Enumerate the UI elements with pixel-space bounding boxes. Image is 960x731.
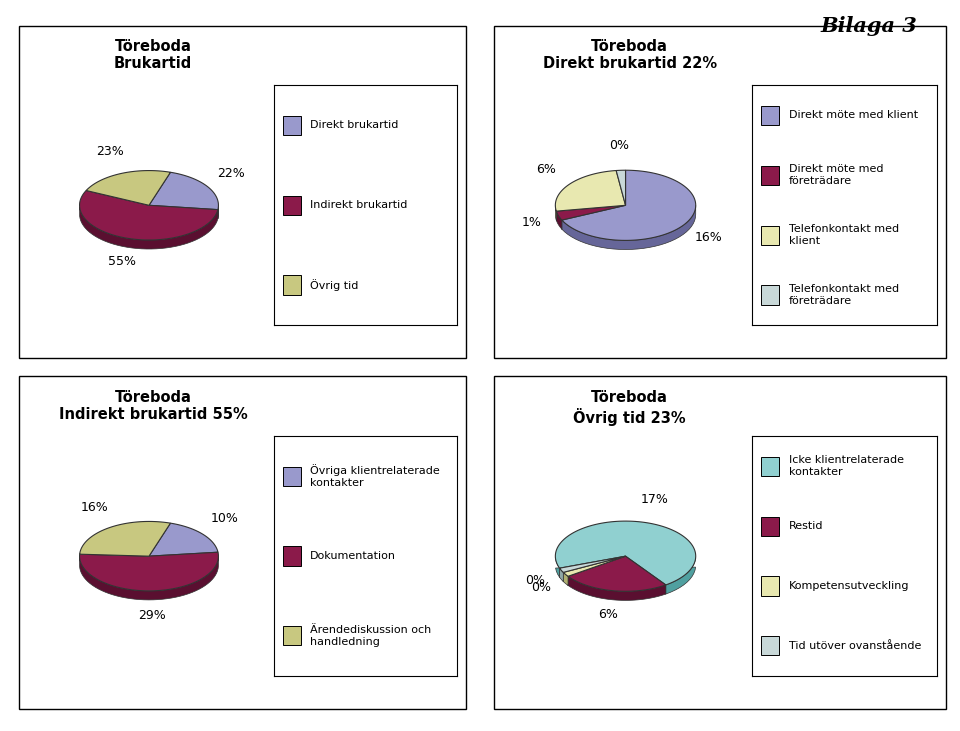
Polygon shape	[626, 556, 666, 594]
Polygon shape	[557, 211, 562, 230]
Polygon shape	[560, 568, 564, 581]
Text: 10%: 10%	[210, 512, 238, 526]
Text: 16%: 16%	[81, 501, 108, 514]
Bar	[761, 166, 780, 185]
Text: Övriga klientrelaterade
kontakter: Övriga klientrelaterade kontakter	[310, 464, 440, 488]
Polygon shape	[564, 556, 626, 581]
Text: 6%: 6%	[537, 164, 557, 176]
Text: Töreboda
Brukartid: Töreboda Brukartid	[114, 39, 192, 71]
Text: Dokumentation: Dokumentation	[310, 551, 396, 561]
Text: 22%: 22%	[217, 167, 245, 180]
Polygon shape	[562, 205, 626, 230]
Polygon shape	[555, 521, 696, 585]
Polygon shape	[86, 170, 171, 205]
Polygon shape	[149, 205, 218, 219]
Text: Telefonkontakt med
företrädare: Telefonkontakt med företrädare	[788, 284, 899, 306]
Polygon shape	[564, 556, 626, 576]
Polygon shape	[568, 556, 666, 591]
Polygon shape	[149, 523, 218, 556]
Polygon shape	[562, 205, 696, 249]
Bar	[761, 517, 780, 536]
Polygon shape	[568, 576, 666, 600]
Polygon shape	[149, 205, 218, 219]
Text: Töreboda
Övrig tid 23%: Töreboda Övrig tid 23%	[573, 390, 686, 425]
Text: 29%: 29%	[138, 609, 166, 621]
Text: 0%: 0%	[525, 574, 545, 587]
Bar	[283, 276, 301, 295]
Bar	[283, 115, 301, 135]
Text: 1%: 1%	[521, 216, 541, 230]
Text: Bilaga 3: Bilaga 3	[820, 16, 917, 36]
Polygon shape	[562, 205, 626, 230]
Text: 17%: 17%	[641, 493, 669, 506]
Polygon shape	[616, 170, 626, 205]
Text: Tid utöver ovanstående: Tid utöver ovanstående	[788, 641, 921, 651]
Text: Övrig tid: Övrig tid	[310, 279, 359, 291]
Text: Ärendediskussion och
handledning: Ärendediskussion och handledning	[310, 625, 431, 647]
Text: Indirekt brukartid: Indirekt brukartid	[310, 200, 408, 211]
Bar	[283, 626, 301, 645]
Polygon shape	[564, 572, 568, 586]
Text: Töreboda
Direkt brukartid 22%: Töreboda Direkt brukartid 22%	[542, 39, 717, 71]
Text: Direkt möte med klient: Direkt möte med klient	[788, 110, 918, 121]
Polygon shape	[626, 556, 666, 594]
Polygon shape	[564, 556, 626, 581]
Bar	[761, 226, 780, 245]
Text: 16%: 16%	[694, 231, 722, 244]
Polygon shape	[555, 205, 557, 220]
Bar	[761, 636, 780, 656]
Text: Töreboda
Indirekt brukartid 55%: Töreboda Indirekt brukartid 55%	[59, 390, 248, 422]
Polygon shape	[556, 558, 696, 594]
Polygon shape	[80, 521, 171, 556]
Bar	[761, 106, 780, 125]
Polygon shape	[568, 556, 626, 586]
Bar	[283, 547, 301, 566]
Polygon shape	[557, 205, 626, 220]
Bar	[761, 577, 780, 596]
Polygon shape	[80, 191, 218, 240]
Polygon shape	[555, 170, 626, 211]
Text: Icke klientrelaterade
kontakter: Icke klientrelaterade kontakter	[788, 455, 903, 477]
Text: Restid: Restid	[788, 521, 823, 531]
Bar	[761, 285, 780, 305]
Polygon shape	[149, 173, 219, 210]
Polygon shape	[562, 170, 696, 240]
Polygon shape	[560, 556, 626, 577]
Polygon shape	[80, 207, 218, 249]
Polygon shape	[557, 205, 626, 220]
Text: 6%: 6%	[598, 608, 618, 621]
Bar	[283, 196, 301, 215]
Bar	[283, 466, 301, 486]
Text: Kompetensutveckling: Kompetensutveckling	[788, 581, 909, 591]
Polygon shape	[80, 552, 219, 591]
Text: Telefonkontakt med
klient: Telefonkontakt med klient	[788, 224, 899, 246]
Polygon shape	[560, 556, 626, 572]
Text: 0%: 0%	[609, 140, 629, 152]
Polygon shape	[560, 556, 626, 577]
Text: Direkt brukartid: Direkt brukartid	[310, 121, 398, 130]
Polygon shape	[568, 556, 626, 586]
Polygon shape	[80, 556, 219, 600]
Text: Direkt möte med
företrädare: Direkt möte med företrädare	[788, 164, 883, 186]
Text: 0%: 0%	[532, 580, 552, 594]
Text: 23%: 23%	[97, 145, 124, 158]
Bar	[761, 457, 780, 476]
Polygon shape	[557, 205, 626, 220]
Text: 55%: 55%	[108, 255, 136, 268]
